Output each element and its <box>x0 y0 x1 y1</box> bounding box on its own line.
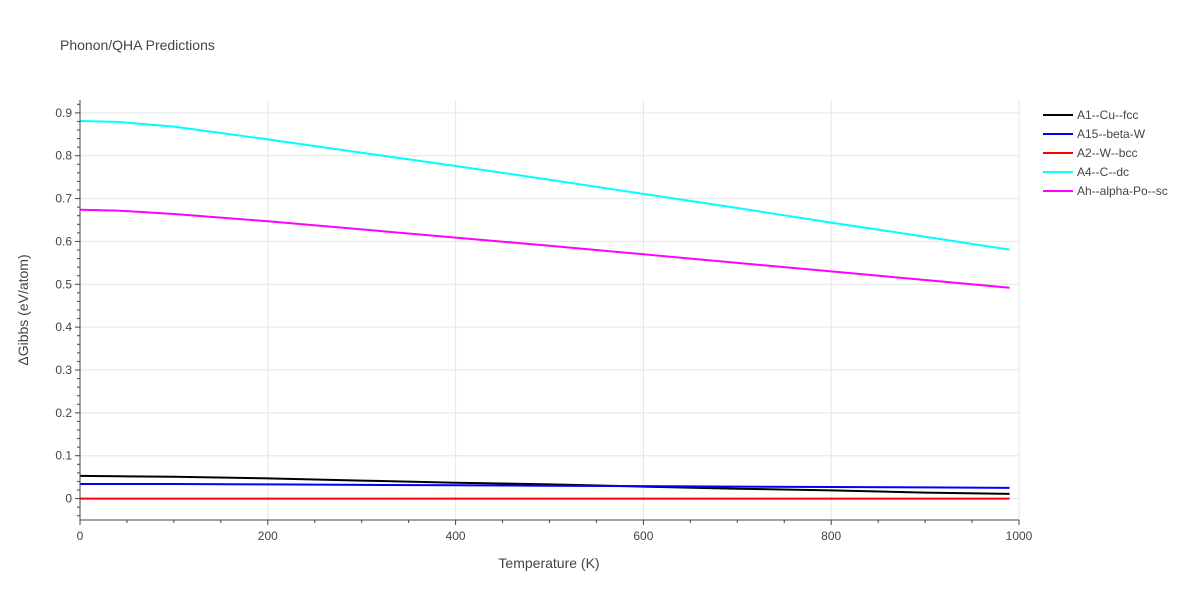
legend-label[interactable]: Ah--alpha-Po--sc <box>1077 184 1168 198</box>
y-tick-label: 0.3 <box>55 363 72 377</box>
x-axis-title: Temperature (K) <box>498 555 599 571</box>
x-tick-label: 800 <box>821 529 841 543</box>
series-line[interactable] <box>79 120 1010 251</box>
series-line[interactable] <box>80 483 1010 489</box>
y-tick-label: 0.5 <box>55 277 72 291</box>
y-tick-label: 0.8 <box>55 149 72 163</box>
y-axis-title: ΔGibbs (eV/atom) <box>15 254 31 365</box>
x-tick-label: 1000 <box>1006 529 1033 543</box>
x-tick-label: 200 <box>258 529 278 543</box>
legend-label[interactable]: A2--W--bcc <box>1077 146 1137 160</box>
x-tick-label: 400 <box>446 529 466 543</box>
y-tick-label: 0.7 <box>55 192 72 206</box>
y-tick-label: 0.6 <box>55 234 72 248</box>
y-tick-label: 0.9 <box>55 106 72 120</box>
legend-label[interactable]: A4--C--dc <box>1077 165 1129 179</box>
x-tick-label: 0 <box>77 529 84 543</box>
y-tick-label: 0 <box>65 492 72 506</box>
series-line[interactable] <box>79 474 1010 495</box>
plot-area[interactable] <box>79 120 1010 500</box>
series-line[interactable] <box>79 208 1010 289</box>
legend-label[interactable]: A15--beta-W <box>1077 127 1146 141</box>
y-tick-label: 0.1 <box>55 449 72 463</box>
x-tick-label: 600 <box>633 529 653 543</box>
chart-title: Phonon/QHA Predictions <box>60 37 215 53</box>
axes: 0 0.1 0.2 0.3 0.4 0.5 0.6 0.7 0.8 0.9 0 200 400 600 80… <box>55 100 1033 543</box>
y-tick-label: 0.2 <box>55 406 72 420</box>
grid <box>80 100 1020 520</box>
legend[interactable]: A1--Cu--fcc A15--beta-W A2--W--bcc A4--C--d… <box>1043 108 1168 198</box>
y-tick-label: 0.4 <box>55 320 72 334</box>
legend-label[interactable]: A1--Cu--fcc <box>1077 108 1138 122</box>
